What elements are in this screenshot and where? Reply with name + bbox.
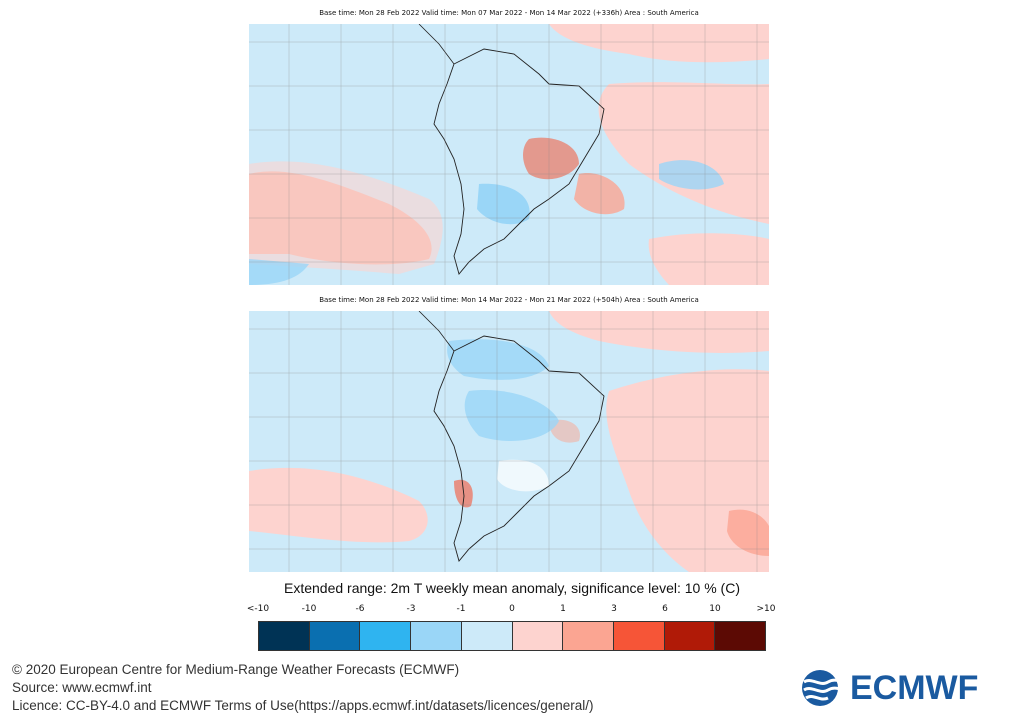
- legend-tick: -6: [355, 604, 365, 614]
- legend-tick: -3: [406, 604, 416, 614]
- neutral-region: [497, 459, 549, 492]
- legend-swatch: [259, 622, 310, 650]
- ecmwf-emblem-icon: [802, 670, 843, 706]
- legend-swatch: [309, 622, 361, 650]
- cold-region: [659, 160, 724, 190]
- legend-tick: -10: [301, 604, 317, 614]
- warm-region: [598, 82, 769, 224]
- legend-title: Extended range: 2m T weekly mean anomaly…: [283, 580, 740, 596]
- ecmwf-logo-text: ECMWF: [850, 668, 979, 707]
- legend-swatch: [411, 622, 462, 650]
- warm-region: [523, 137, 579, 180]
- map-header-2: Base time: Mon 28 Feb 2022 Valid time: M…: [319, 296, 699, 304]
- continent-outline: [433, 48, 605, 275]
- footer-licence: Licence: CC-BY-4.0 and ECMWF Terms of Us…: [12, 698, 594, 713]
- legend-swatch: [715, 622, 766, 650]
- legend-ticks: <-10 -10 -6 -3 -1 0 1 3 6 10 >10: [0, 604, 1024, 618]
- legend-tick: -1: [456, 604, 466, 614]
- legend-swatch: [563, 622, 614, 650]
- legend-colorbar: [258, 621, 766, 651]
- warm-region: [549, 419, 580, 443]
- warm-region: [549, 24, 769, 63]
- legend-tick: 3: [611, 604, 617, 614]
- legend-tick: 0: [509, 604, 515, 614]
- legend-swatch: [512, 622, 564, 650]
- coastline: [418, 24, 455, 65]
- footer-copyright: © 2020 European Centre for Medium-Range …: [12, 662, 460, 677]
- coastline: [418, 311, 455, 352]
- warm-region: [249, 161, 443, 274]
- warm-region: [549, 311, 769, 353]
- continent-outline: [433, 335, 605, 562]
- graticule: [249, 311, 769, 572]
- map-panel-2: [249, 311, 769, 572]
- cold-region: [464, 390, 559, 441]
- cold-region: [249, 259, 309, 285]
- warm-region: [648, 233, 769, 285]
- ecmwf-logo: ECMWF: [800, 668, 1015, 708]
- warm-region: [727, 509, 769, 556]
- footer-source: Source: www.ecmwf.int: [12, 680, 152, 695]
- legend-tick: 10: [709, 604, 721, 614]
- legend-tick: 6: [662, 604, 668, 614]
- legend-swatch: [360, 622, 412, 650]
- legend-tick: >10: [756, 604, 776, 614]
- legend-tick: 1: [560, 604, 566, 614]
- graticule: [249, 24, 769, 285]
- cold-region: [447, 339, 549, 380]
- map-header-1: Base time: Mon 28 Feb 2022 Valid time: M…: [319, 9, 699, 17]
- anomaly-map-2: [249, 311, 769, 572]
- legend-tick: <-10: [246, 604, 270, 614]
- anomaly-map-1: [249, 24, 769, 285]
- warm-region: [574, 173, 625, 215]
- legend-swatch: [461, 622, 513, 650]
- legend-swatch: [664, 622, 716, 650]
- map-panel-1: [249, 24, 769, 285]
- legend-swatch: [613, 622, 665, 650]
- cold-region: [477, 183, 530, 225]
